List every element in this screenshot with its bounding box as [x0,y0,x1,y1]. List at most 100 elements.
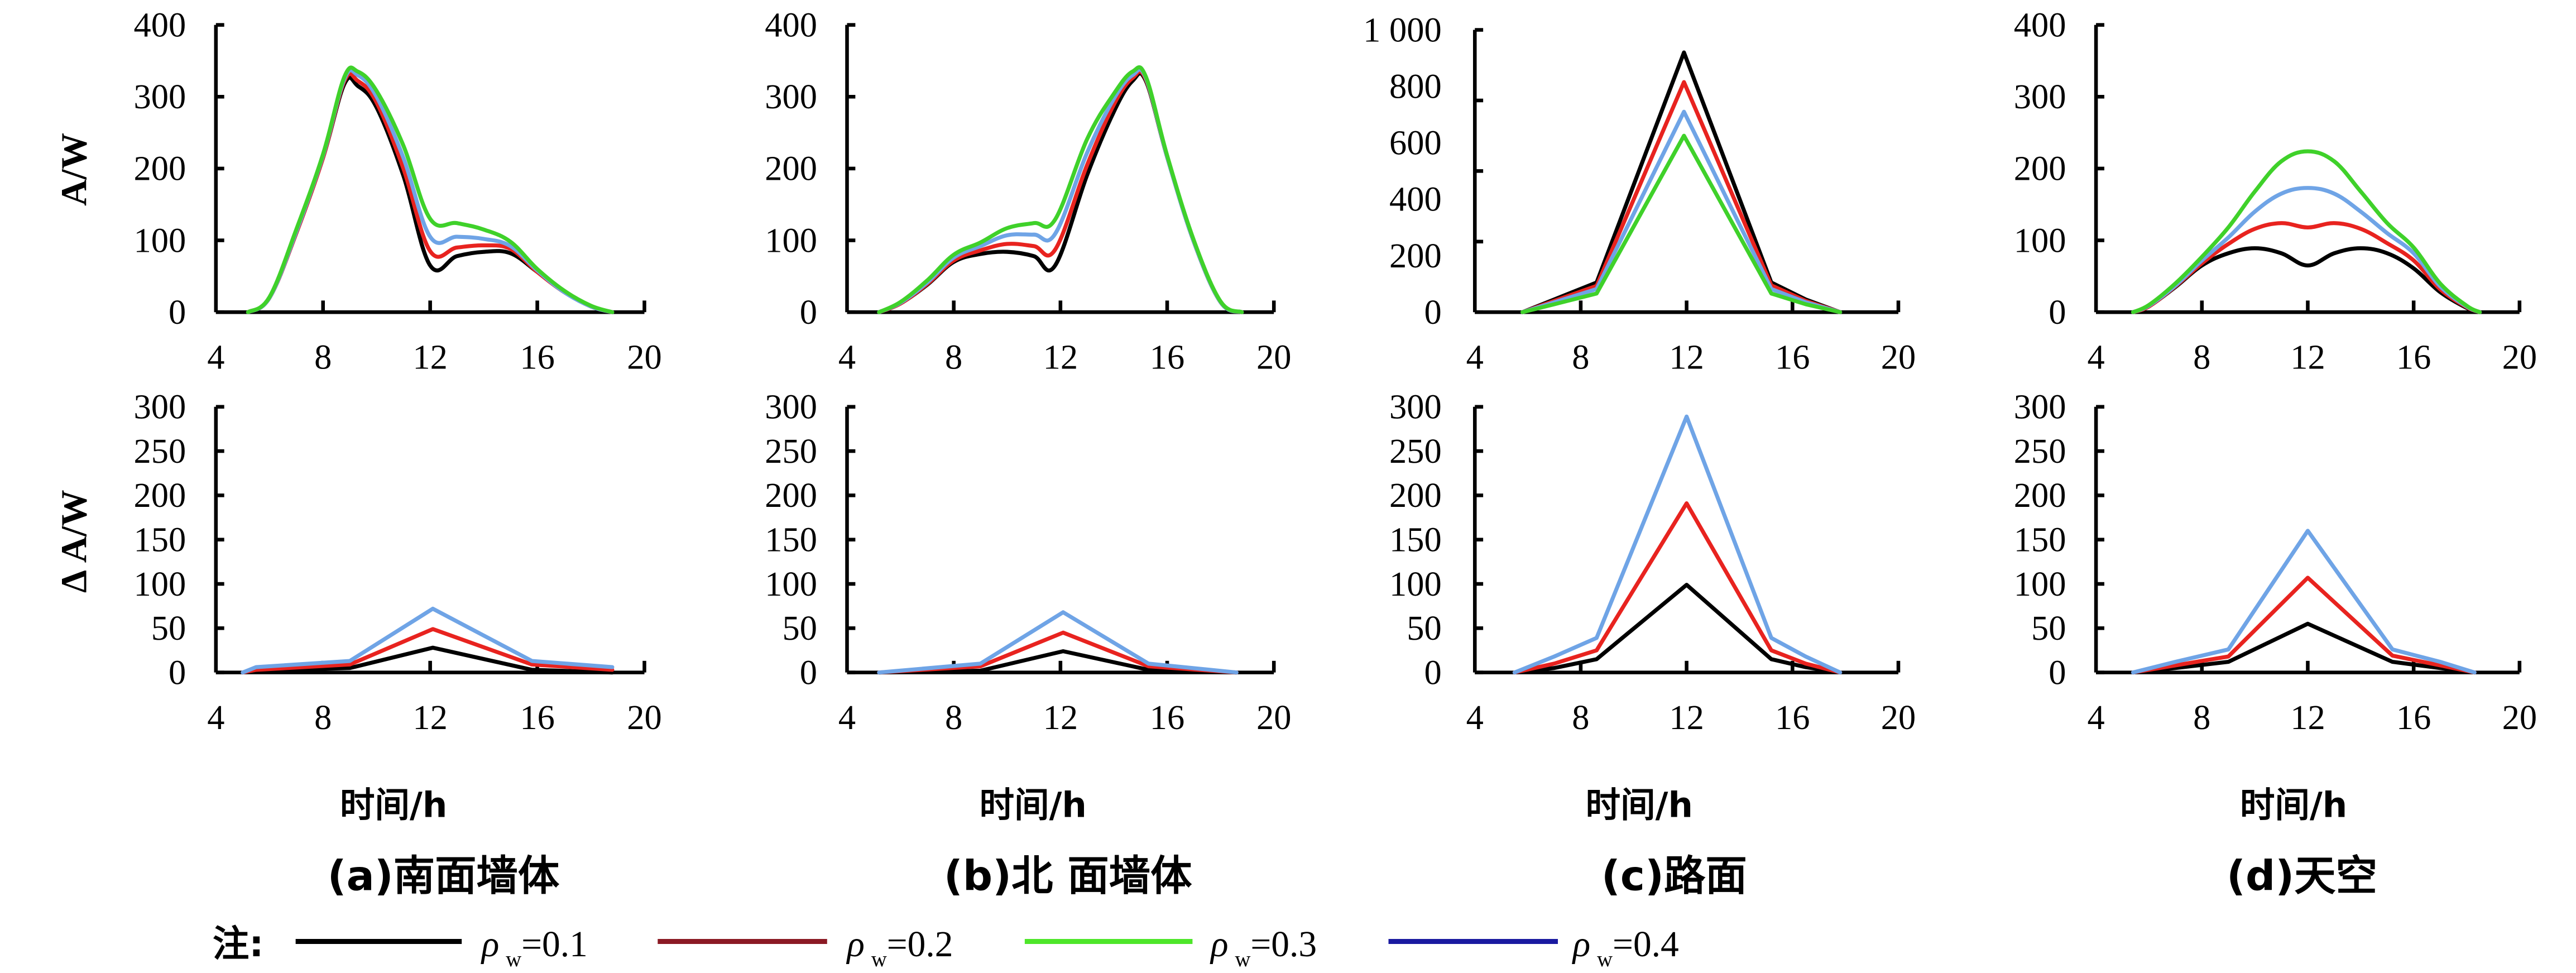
y-tick-label: 1 000 [1363,10,1442,49]
legend-label-3: ρ w=0.3 [1210,924,1317,971]
series-green-c-top [1520,133,1843,314]
y-tick-label: 0 [800,653,817,692]
caption-c: (c)路面 [1601,851,1747,900]
xlabel-c: 时间/h [1586,784,1693,825]
y-tick-label: 250 [134,432,186,471]
y-tick-label: 150 [765,520,817,559]
series-black-a-top [246,75,615,314]
legend-entry-4: ρ w=0.4 [1388,924,1679,971]
y-tick-label: 200 [1389,236,1442,275]
x-tick-label: 20 [2502,698,2537,737]
legend-value-1: =0.1 [521,924,588,965]
series-light-blue-a-top [246,68,615,314]
x-tick-label: 4 [838,337,856,376]
legend-note: 注: [213,923,264,965]
top-row-ylabel: A/W [55,133,95,206]
y-tick-label: 100 [2014,221,2066,260]
y-tick-label: 50 [1407,608,1441,648]
y-tick-label: 150 [2014,520,2066,559]
x-tick-label: 20 [1881,337,1916,376]
legend-subscript-3: w [1235,948,1250,971]
x-tick-label: 4 [2087,337,2104,376]
legend-label-1: ρ w=0.1 [481,924,588,971]
series-green-a-top [246,65,615,314]
y-tick-label: 300 [765,77,817,116]
series-black-c-bottom [1512,583,1843,675]
bottom-row-ylabel: Δ A/W [55,490,95,593]
y-tick-label: 200 [2014,149,2066,188]
series-light-blue-a-bottom [241,606,615,675]
y-tick-label: 0 [2049,653,2066,692]
panel-b-top: 0 100 200 300 400 4 8 12 16 20 [765,5,1291,376]
x-tick-label: 8 [2193,698,2210,737]
y-tick-label: 300 [2014,387,2066,426]
y-tick-label: 0 [1424,653,1441,692]
legend-value-3: =0.3 [1250,924,1317,965]
y-tick-label: 250 [1389,432,1442,471]
series-red-c-bottom [1512,501,1843,675]
x-tick-label: 8 [1572,698,1589,737]
x-tick-label: 20 [627,698,661,737]
legend-value-2: =0.2 [887,924,953,965]
x-tick-label: 12 [412,337,447,376]
x-tick-label: 20 [627,337,661,376]
x-tick-label: 8 [2193,337,2210,376]
legend-symbol-2: ρ [846,924,865,965]
x-tick-label: 16 [1150,698,1184,737]
legend-label-4: ρ w=0.4 [1572,924,1679,971]
y-tick-label: 0 [2049,293,2066,332]
xlabel-d: 时间/h [2240,784,2347,825]
series-black-d-bottom [2131,621,2477,675]
y-tick-label: 100 [765,221,817,260]
x-tick-label: 16 [1775,337,1810,376]
series-light-blue-b-bottom [877,610,1239,675]
x-tick-label: 20 [2502,337,2537,376]
series-red-d-bottom [2131,576,2477,675]
legend-symbol-3: ρ [1210,924,1228,965]
x-tick-label: 8 [945,698,962,737]
x-tick-label: 12 [1043,698,1078,737]
y-tick-label: 100 [2014,564,2066,603]
series-light-blue-c-bottom [1512,414,1843,675]
caption-a: (a)南面墙体 [328,851,560,900]
xlabel-a: 时间/h [340,784,447,825]
x-tick-label: 8 [314,337,332,376]
y-tick-label: 100 [765,564,817,603]
y-tick-label: 200 [2014,476,2066,515]
y-tick-label: 200 [1389,476,1442,515]
panel-c-bottom: 0 50 100 150 200 250 300 4 8 12 16 20 [1389,387,1916,737]
y-tick-label: 0 [169,653,186,692]
legend-entry-2: ρ w=0.2 [658,924,953,971]
legend-symbol-1: ρ [481,924,499,965]
legend-symbol-4: ρ [1572,924,1590,965]
x-tick-label: 16 [2396,698,2431,737]
panel-d-bottom: 0 50 100 150 200 250 300 4 8 12 16 20 [2014,387,2537,737]
y-tick-label: 100 [134,564,186,603]
xlabel-b: 时间/h [980,784,1087,825]
x-tick-label: 16 [1150,337,1184,376]
y-tick-label: 400 [2014,5,2066,44]
panel-b-bottom: 0 50 100 150 200 250 300 4 8 12 16 20 [765,387,1291,737]
x-tick-label: 4 [1466,337,1484,376]
x-tick-label: 4 [2087,698,2104,737]
x-tick-label: 16 [2396,337,2431,376]
x-tick-label: 4 [207,698,224,737]
x-tick-label: 16 [520,337,554,376]
y-tick-label: 50 [2031,608,2066,648]
legend-entry-1: ρ w=0.1 [295,924,588,971]
y-tick-label: 200 [765,149,817,188]
x-tick-label: 20 [1256,337,1291,376]
y-tick-label: 400 [765,5,817,44]
panel-a-top: 0 100 200 300 400 4 8 12 16 20 [134,5,662,376]
y-tick-label: 300 [765,387,817,426]
x-tick-label: 8 [945,337,962,376]
series-light-blue-d-bottom [2131,529,2477,675]
x-tick-label: 8 [1572,337,1589,376]
x-tick-label: 12 [1043,337,1078,376]
series-red-a-top [246,71,615,314]
legend-label-2: ρ w=0.2 [846,924,953,971]
panel-d-top: 0 100 200 300 400 4 8 12 16 20 [2014,5,2537,376]
y-tick-label: 100 [1389,564,1442,603]
x-tick-label: 12 [2290,337,2325,376]
